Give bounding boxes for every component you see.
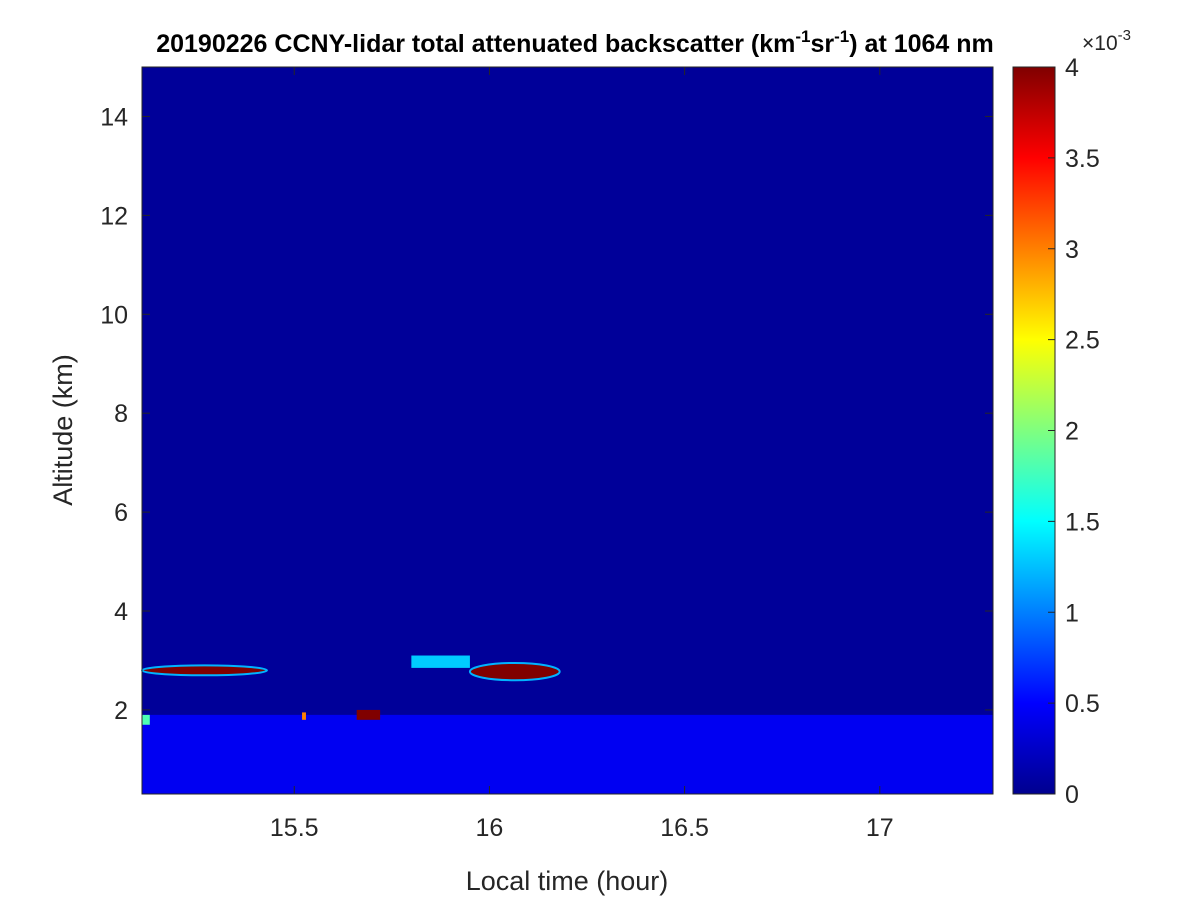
- y-tick-label: 8: [114, 400, 128, 428]
- heatmap-feature-spot: [302, 712, 306, 720]
- colorbar-tick-label: 0.5: [1065, 690, 1100, 718]
- heatmap-background: [142, 67, 993, 794]
- heatmap-feature-spot: [142, 714, 150, 725]
- colorbar-tick-label: 1.5: [1065, 508, 1100, 536]
- plot-frame: [141, 66, 994, 795]
- y-axis-label: Altitude (km): [48, 354, 78, 506]
- heatmap-feature-spot: [356, 709, 381, 720]
- colorbar-tick-label: 3.5: [1065, 145, 1100, 173]
- x-tick-label: 16: [476, 814, 504, 842]
- y-tick-label: 2: [114, 697, 128, 725]
- colorbar-tick-label: 4: [1065, 54, 1079, 82]
- y-tick-label: 14: [100, 103, 128, 131]
- colorbar-multiplier: ×10-3: [1082, 27, 1131, 55]
- x-tick-label: 17: [866, 814, 894, 842]
- y-tick-label: 4: [114, 598, 128, 626]
- y-tick-label: 6: [114, 499, 128, 527]
- y-axis: 2 4 6 8 10 12 14: [100, 103, 993, 725]
- colorbar-tick-label: 0: [1065, 781, 1079, 809]
- x-axis: 15.5 16 16.5 17: [270, 67, 894, 842]
- plot-area: [141, 66, 994, 795]
- colorbar-tick-label: 1: [1065, 599, 1079, 627]
- heatmap-feature-cloud-layer: [141, 664, 268, 677]
- colorbar-tick-label: 2: [1065, 418, 1079, 446]
- x-axis-label: Local time (hour): [466, 866, 669, 896]
- y-tick-label: 10: [100, 301, 128, 329]
- colorbar-tick-label: 2.5: [1065, 327, 1100, 355]
- colorbar-ticks: 0 0.5 1 1.5 2 2.5 3 3.5 4: [1048, 54, 1100, 809]
- heatmap-feature-thin-layer: [411, 655, 470, 668]
- x-tick-label: 16.5: [660, 814, 709, 842]
- x-tick-label: 15.5: [270, 814, 319, 842]
- heatmap-feature-cloud-layer: [468, 661, 561, 682]
- y-tick-label: 12: [100, 202, 128, 230]
- colorbar-tick-label: 3: [1065, 236, 1079, 264]
- chart-title: 20190226 CCNY-lidar total attenuated bac…: [156, 27, 994, 58]
- heatmap-feature-boundary-layer: [142, 714, 993, 794]
